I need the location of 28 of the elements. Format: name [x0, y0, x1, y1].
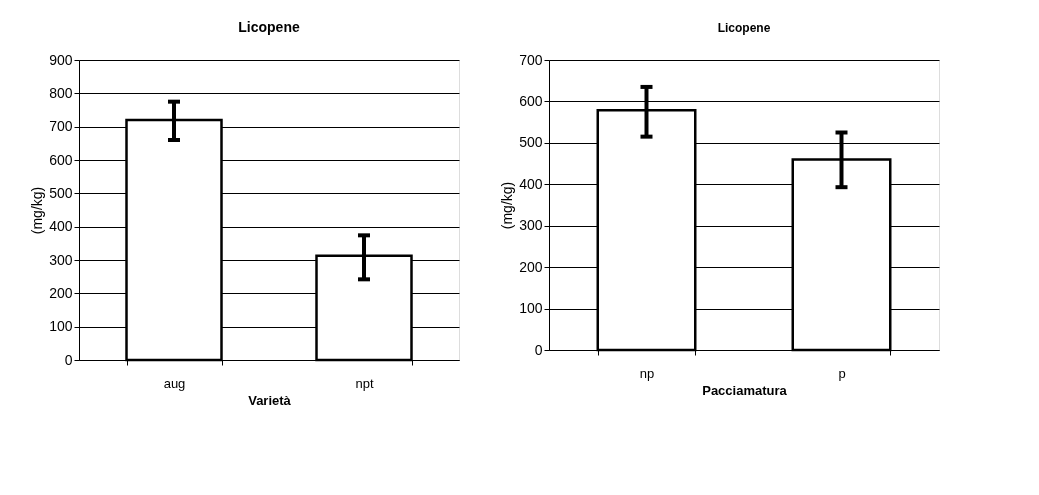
y-tick-label: 100 [49, 318, 73, 335]
y-tick-label: 300 [49, 251, 73, 268]
y-tick-label: 600 [519, 92, 543, 109]
x-tick-label: np [639, 365, 655, 381]
y-tick-label: 900 [49, 51, 73, 68]
x-tick-label: p [838, 365, 846, 381]
y-tick-label: 600 [49, 151, 73, 168]
y-axis-title: (mg/kg) [499, 181, 516, 230]
x-axis-title: Pacciamatura [702, 382, 788, 398]
y-tick-label: 700 [519, 51, 543, 68]
y-tick-label: 300 [519, 217, 543, 234]
y-axis-title: (mg/kg) [29, 186, 46, 235]
x-tick-label: npt [355, 375, 374, 391]
y-tick-label: 700 [49, 118, 73, 135]
y-tick-label: 200 [49, 284, 73, 301]
y-tick-label: 200 [519, 258, 543, 275]
y-tick-label: 0 [64, 351, 73, 368]
y-tick-label: 0 [534, 341, 543, 358]
y-tick-label: 100 [519, 300, 543, 317]
chart-title: Licopene [717, 21, 771, 35]
y-tick-label: 800 [49, 84, 73, 101]
y-tick-label: 400 [49, 218, 73, 235]
x-tick-label: aug [163, 375, 186, 391]
chart-title: Licopene [238, 19, 300, 35]
x-axis-title: Varietà [248, 392, 292, 408]
y-tick-label: 500 [519, 134, 543, 151]
y-tick-label: 400 [519, 175, 543, 192]
y-tick-label: 500 [49, 184, 73, 201]
